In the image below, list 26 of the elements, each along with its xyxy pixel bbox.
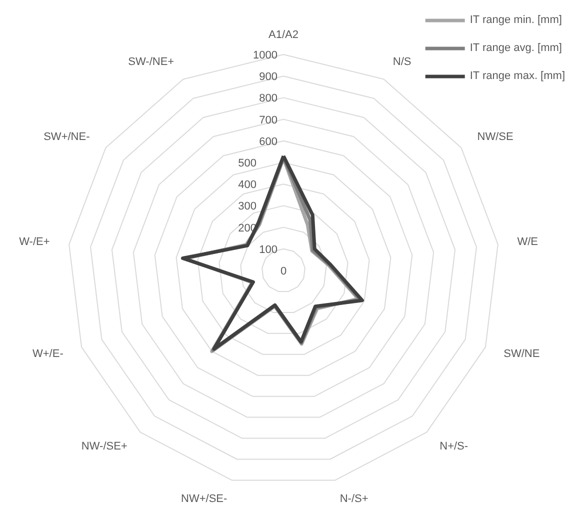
y-tick-label: 700 [259,114,278,126]
spoke-label: NW/SE [477,130,514,143]
legend-label: IT range avg. [mm] [470,42,562,54]
y-tick-label: 1000 [253,50,278,62]
spoke-label: W/E [517,236,538,248]
y-tick-label: 400 [238,179,257,192]
y-tick-label: 900 [259,71,278,84]
legend-label: IT range max. [mm] [470,70,565,82]
spoke-label: N/S [392,56,412,68]
spoke-label: W-/E+ [19,236,50,248]
y-tick-label: 500 [238,158,257,170]
y-tick-label: 0 [280,266,287,278]
y-tick-label: 800 [259,92,278,105]
spoke-label: SW/NE [504,348,540,360]
spoke-label: A1/A2 [268,29,298,42]
spoke-label: W+/E- [32,348,64,360]
legend-label: IT range min. [mm] [470,14,562,26]
spoke-label: NW+/SE- [181,493,228,506]
y-tick-label: 600 [259,136,278,148]
y-tick-label: 300 [238,200,257,213]
spoke-label: NW-/SE+ [81,440,128,453]
spoke-label: N-/S+ [340,493,368,506]
spoke-label: SW+/NE- [44,130,90,143]
spoke-label: N+/S- [440,440,468,453]
y-tick-label: 100 [259,244,278,256]
spoke-label: SW-/NE+ [128,56,174,68]
